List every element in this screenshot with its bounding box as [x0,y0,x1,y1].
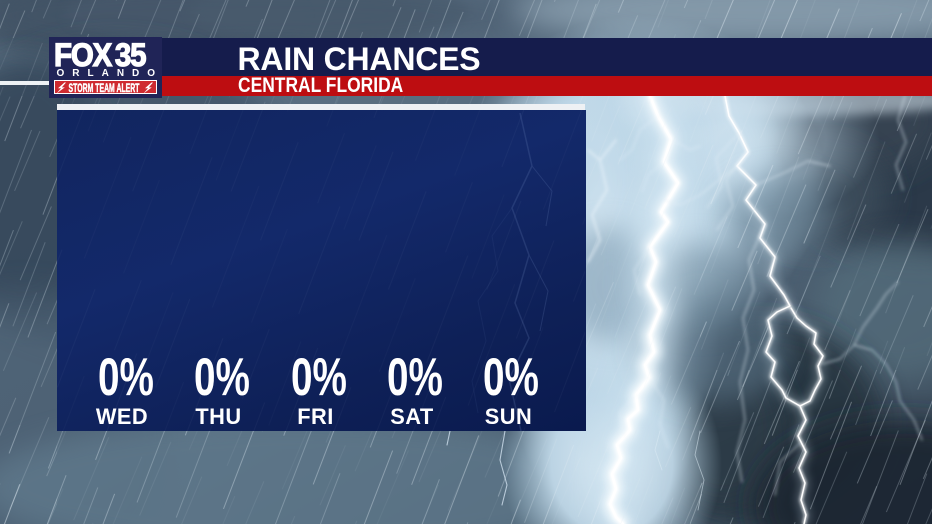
svg-text:STORM TEAM ALERT: STORM TEAM ALERT [69,82,140,94]
